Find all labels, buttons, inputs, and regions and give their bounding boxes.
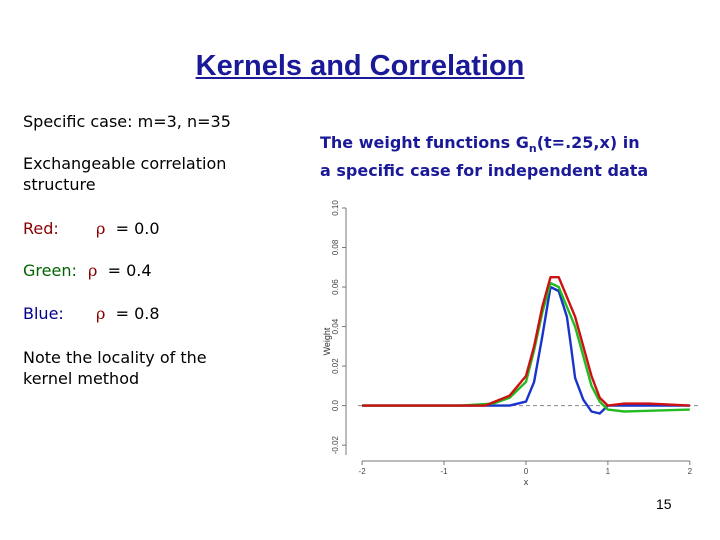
- caption-line-1: The weight functions Gn(t=.25,x) in: [320, 132, 700, 160]
- blue-label: Blue:: [23, 304, 64, 323]
- note-line-1: Note the locality of the: [23, 348, 207, 367]
- green-value: = 0.4: [107, 261, 152, 280]
- note-line-2: kernel method: [23, 369, 140, 388]
- blue-rho-row: Blue: ρ = 0.8: [23, 304, 160, 323]
- y-axis-label: Weight: [322, 327, 332, 355]
- x-axis: -2 -1 0 1 2: [359, 460, 693, 476]
- green-rho-row: Green: ρ = 0.4: [23, 261, 152, 280]
- locality-note: Note the locality of the kernel method: [23, 347, 207, 389]
- exchangeable-text: Exchangeable correlation structure: [23, 153, 226, 195]
- rho-symbol: ρ: [88, 261, 98, 280]
- x-tick-label: 1: [606, 467, 611, 476]
- y-axis: -0.02 0.0 0.02 0.04 0.06 0.08 0.10: [331, 200, 347, 455]
- exchangeable-line-2: structure: [23, 175, 96, 194]
- green-label: Green:: [23, 261, 77, 280]
- caption-part-1: The weight functions G: [320, 133, 529, 152]
- x-tick-label: -2: [359, 467, 367, 476]
- specific-case-text: Specific case: m=3, n=35: [23, 112, 231, 131]
- y-tick-label: 0.06: [331, 279, 340, 295]
- x-axis-label: x: [524, 477, 529, 487]
- caption-line-2: a specific case for independent data: [320, 161, 649, 181]
- exchangeable-line-1: Exchangeable correlation: [23, 154, 227, 173]
- series-line: [362, 281, 690, 413]
- x-tick-label: -1: [440, 467, 448, 476]
- y-tick-label: 0.0: [331, 399, 340, 411]
- red-rho-row: Red: ρ = 0.0: [23, 219, 160, 238]
- chart-caption: The weight functions Gn(t=.25,x) in a sp…: [320, 132, 700, 182]
- rho-symbol: ρ: [96, 219, 106, 238]
- caption-part-2: (t=.25,x) in: [536, 133, 640, 152]
- caption-subscript: n: [528, 142, 537, 156]
- y-tick-label: 0.10: [331, 200, 340, 216]
- series-layer: [362, 276, 690, 415]
- series-line: [362, 285, 690, 415]
- x-tick-label: 2: [688, 467, 693, 476]
- blue-value: = 0.8: [115, 304, 160, 323]
- red-label: Red:: [23, 219, 59, 238]
- weight-function-chart: -0.02 0.0 0.02 0.04 0.06 0.08 0.10 -2 -1 0 1 2 Wei…: [322, 200, 698, 487]
- x-tick-label: 0: [524, 467, 529, 476]
- page-number: 15: [656, 496, 672, 512]
- y-tick-label: 0.08: [331, 239, 340, 255]
- series-line: [362, 276, 690, 407]
- rho-symbol: ρ: [96, 304, 106, 323]
- y-tick-label: 0.02: [331, 358, 340, 374]
- red-value: = 0.0: [115, 219, 160, 238]
- slide-title: Kernels and Correlation: [195, 50, 525, 82]
- y-tick-label: 0.04: [331, 318, 340, 334]
- y-tick-label: -0.02: [331, 435, 340, 454]
